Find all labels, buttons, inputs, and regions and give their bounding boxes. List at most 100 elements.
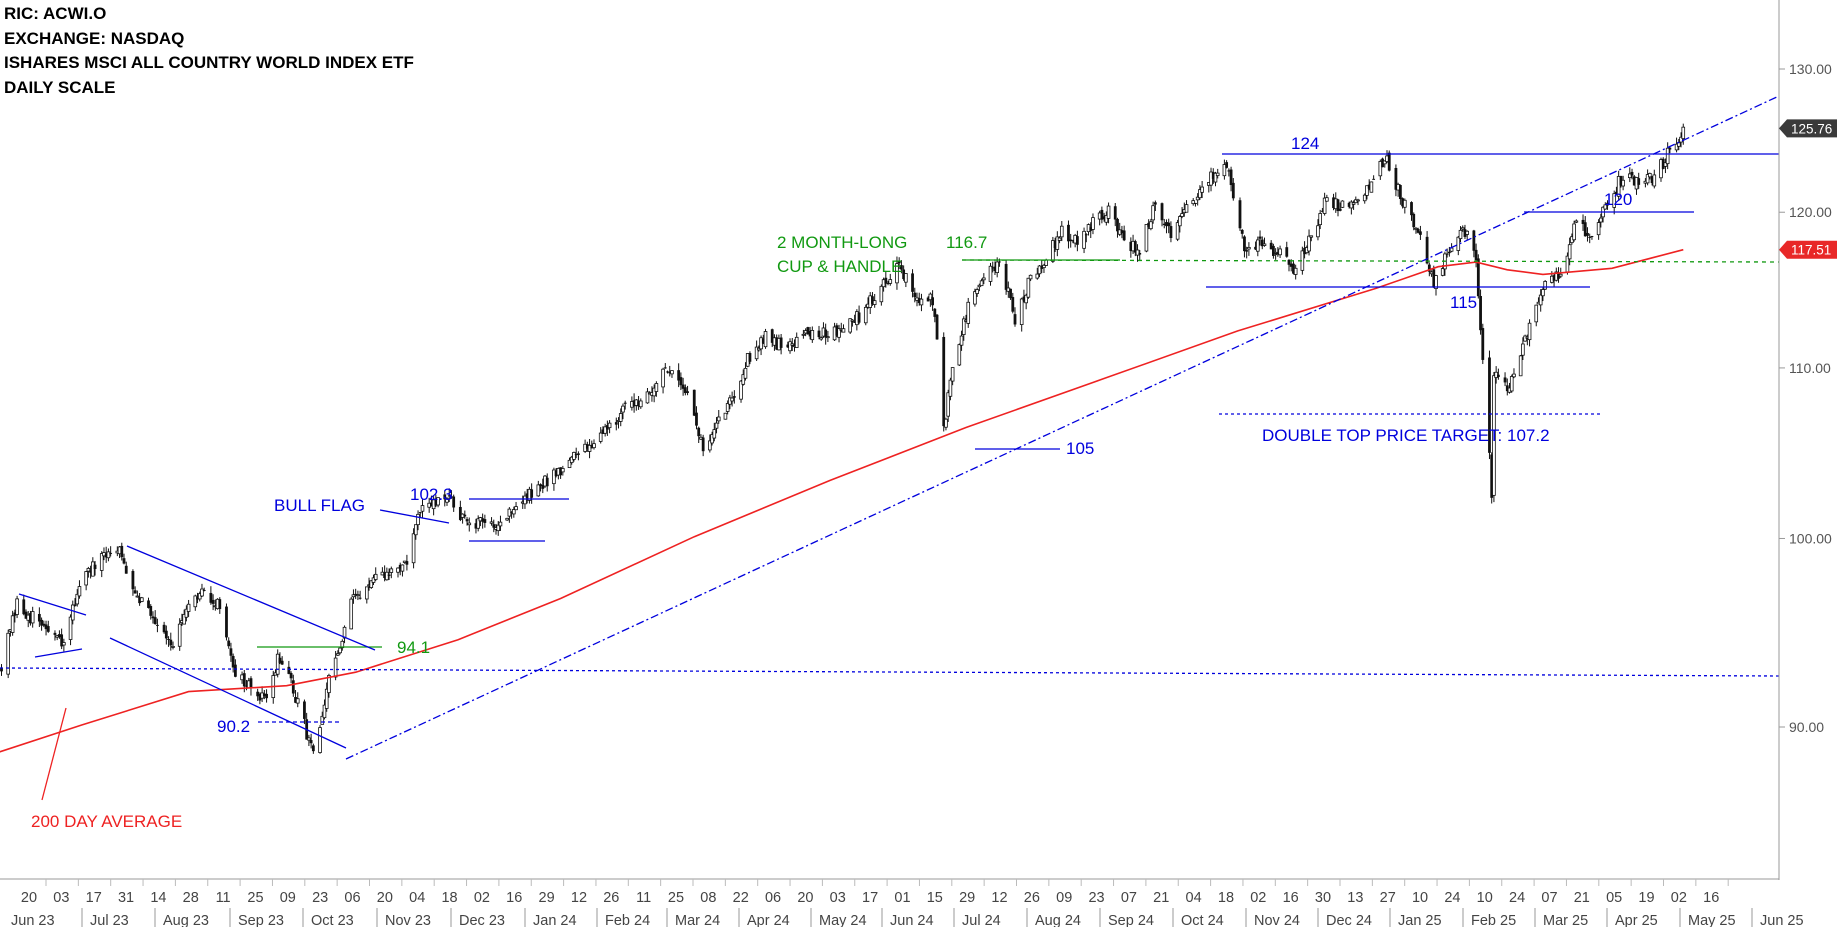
candle-body-down	[931, 297, 934, 306]
candle-body-down	[227, 640, 231, 647]
candle	[89, 565, 92, 579]
x-day-label: 22	[733, 890, 749, 906]
candle-body-up	[569, 456, 574, 463]
candle-body-down	[291, 680, 295, 694]
ma-value-badge	[1779, 240, 1837, 259]
candle	[614, 417, 618, 431]
candle-body-up	[1195, 196, 1200, 201]
candle-body-up	[1307, 235, 1311, 252]
candle-body-up	[1518, 355, 1523, 377]
candle-body-down	[1084, 234, 1088, 236]
candle	[598, 427, 603, 444]
candle-body-down	[853, 321, 857, 323]
candle	[400, 564, 405, 577]
candle	[837, 324, 841, 343]
candle-body-up	[708, 440, 712, 451]
candle-body-down	[1381, 158, 1384, 168]
candle	[1398, 184, 1402, 205]
candle-body-up	[184, 608, 189, 618]
candle-body-up	[411, 533, 416, 564]
candle-body-down	[58, 634, 61, 638]
candle-body-up	[714, 422, 719, 429]
candle	[1167, 218, 1171, 234]
candle	[730, 391, 734, 407]
candle-body-down	[701, 437, 705, 452]
candle	[1120, 225, 1124, 239]
candle-body-up	[1135, 249, 1140, 256]
candle-body-down	[1285, 247, 1289, 257]
candle	[741, 369, 746, 386]
candle-body-up	[1293, 267, 1298, 275]
candle-body-down	[886, 283, 890, 285]
candle-body-up	[645, 391, 650, 404]
candle	[1356, 198, 1360, 206]
candle-body-up	[193, 595, 198, 608]
candle	[1035, 267, 1040, 280]
candle	[1116, 217, 1119, 238]
x-day-label: 07	[1121, 890, 1137, 906]
candle-body-up	[307, 737, 311, 741]
candle-body-down	[1053, 240, 1057, 249]
candle	[91, 557, 95, 577]
candle-body-up	[75, 593, 80, 605]
candle	[1615, 186, 1618, 195]
candle	[200, 583, 204, 598]
candle-body-up	[512, 509, 516, 515]
candle	[1162, 218, 1166, 229]
candle-body-up	[661, 368, 665, 388]
x-day-label: 20	[377, 890, 393, 906]
candle	[445, 497, 449, 506]
candle-body-up	[320, 715, 325, 725]
candle	[1122, 225, 1126, 242]
candle-body-up	[837, 328, 841, 338]
candle-body-down	[1071, 240, 1075, 242]
candle-body-up	[592, 443, 596, 449]
candle	[1260, 236, 1264, 250]
candle-body-up	[810, 330, 815, 341]
candle	[1198, 185, 1202, 200]
candle-body-down	[104, 553, 108, 558]
candle	[1026, 277, 1031, 299]
candles-layer	[0, 123, 1686, 754]
candle	[358, 590, 362, 600]
candle	[801, 329, 806, 339]
x-month-label: Dec 23	[459, 913, 505, 927]
candle	[1303, 241, 1306, 259]
candle-body-down	[1425, 236, 1429, 264]
candle	[351, 589, 356, 604]
ma-200-pointer	[41, 707, 67, 801]
candle-body-up	[389, 568, 394, 573]
candle-body-up	[1681, 126, 1686, 140]
x-day-label: 04	[1186, 890, 1202, 906]
candle-body-up	[1572, 223, 1576, 241]
candle	[1194, 202, 1197, 207]
candle	[262, 689, 266, 700]
level-105-label: 105	[1066, 439, 1094, 458]
candle	[68, 614, 73, 646]
candle-body-down	[917, 297, 921, 304]
candle-body-up	[523, 495, 527, 505]
candle-body-up	[961, 318, 966, 335]
candle	[1472, 229, 1476, 258]
cup-handle-label-line2: CUP & HANDLE	[777, 257, 902, 276]
candle	[1332, 193, 1335, 211]
candle-body-down	[574, 454, 578, 456]
candle-body-up	[1534, 304, 1539, 323]
candle-body-up	[324, 688, 329, 709]
x-day-label: 16	[1703, 890, 1719, 906]
candle	[1165, 219, 1168, 234]
candle-body-up	[275, 653, 280, 675]
candle	[196, 592, 199, 604]
candle	[1336, 198, 1340, 217]
candle	[695, 406, 698, 430]
candle-body-up	[1628, 173, 1632, 179]
candle-body-down	[89, 570, 92, 573]
candle-body-down	[40, 619, 43, 626]
candle	[1272, 243, 1275, 259]
candle	[714, 417, 719, 434]
candle-body-down	[1292, 263, 1295, 274]
candle	[1574, 219, 1579, 224]
candle-body-up	[1309, 235, 1314, 238]
candle	[1518, 354, 1523, 377]
candle	[498, 515, 503, 531]
